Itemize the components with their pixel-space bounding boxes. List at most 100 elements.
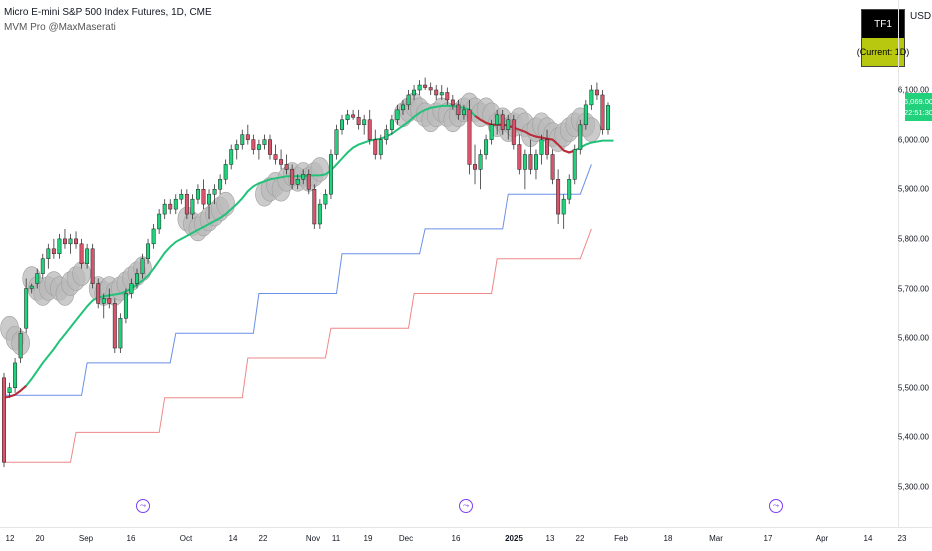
candle-body <box>168 203 173 210</box>
last-price-tag: 6,069.00 22:51:30 <box>903 93 932 121</box>
price-axis[interactable]: 6,100.00 6,000.00 5,900.00 5,800.00 5,700.00… <box>898 0 932 527</box>
price-tick: 5,900.00 <box>897 184 929 194</box>
candle-body <box>101 298 106 304</box>
candle-body <box>140 258 145 274</box>
candle-body <box>279 159 284 165</box>
candle-body <box>256 144 261 150</box>
candle-body <box>367 119 372 140</box>
time-tick: 18 <box>663 534 673 543</box>
bar-countdown: 22:51:30 <box>903 108 932 117</box>
candle-body <box>195 189 200 200</box>
candle-body <box>29 285 34 289</box>
candle-body <box>373 139 378 155</box>
candle-body <box>522 154 527 170</box>
candle-body <box>506 119 511 130</box>
price-tick: 6,000.00 <box>897 135 929 145</box>
candle-body <box>572 149 577 180</box>
candle-body <box>290 169 295 185</box>
time-tick: 13 <box>545 534 555 543</box>
candle-body <box>240 134 245 145</box>
candle-body <box>245 134 250 140</box>
candle-body <box>567 179 572 200</box>
candle-body <box>157 213 162 230</box>
time-tick: 12 <box>5 534 15 543</box>
price-tick: 5,500.00 <box>897 383 929 393</box>
time-tick: 11 <box>331 534 341 543</box>
candle-body <box>184 193 189 215</box>
time-tick: 20 <box>35 534 45 543</box>
candle-body <box>323 193 328 205</box>
candle-body <box>467 109 472 165</box>
time-tick: 16 <box>451 534 461 543</box>
time-tick: Apr <box>815 534 829 543</box>
candle-body <box>79 243 84 264</box>
chart-legend: Micro E-mini S&P 500 Index Futures, 1D, … <box>4 7 212 34</box>
candle-body <box>207 193 211 205</box>
candle-body <box>129 283 134 294</box>
candle-body <box>35 273 40 284</box>
trend-line-bear <box>3 385 27 399</box>
candle-body <box>96 283 101 304</box>
candle-body <box>583 104 588 125</box>
time-tick: 22 <box>258 534 268 543</box>
candle-body <box>578 124 583 150</box>
candle-body <box>24 288 29 329</box>
symbol-title[interactable]: Micro E-mini S&P 500 Index Futures, 1D, … <box>4 7 212 18</box>
candle-body <box>594 89 599 96</box>
candle-body <box>118 318 123 349</box>
candle-body <box>461 109 466 116</box>
candle-body <box>273 154 278 160</box>
time-tick: 22 <box>575 534 585 543</box>
candle-body <box>362 119 367 125</box>
candle-body <box>51 248 56 255</box>
dividend-icon[interactable]: ⤳ <box>459 499 473 513</box>
candle-body <box>412 89 417 96</box>
candle-body <box>190 198 195 215</box>
candle-body <box>550 154 555 180</box>
time-tick: 23 <box>897 534 907 543</box>
candle-body <box>306 174 311 190</box>
volume-bubble <box>310 157 330 182</box>
candle-body <box>162 203 167 215</box>
time-tick: Sep <box>78 534 94 543</box>
candle-body <box>428 87 433 91</box>
dividend-icon[interactable]: ⤳ <box>769 499 783 513</box>
candle-body <box>135 273 139 284</box>
time-axis[interactable]: 12 20 Sep 16 Oct 14 22 Nov 11 19 Dec 16 2025 13 22 Feb 1… <box>0 527 932 551</box>
candle-body <box>7 387 12 393</box>
candle-body <box>317 203 322 225</box>
candle-body <box>340 119 344 130</box>
candle-body <box>173 198 178 210</box>
candle-body <box>600 94 605 130</box>
candle-body <box>417 84 422 91</box>
candle-body <box>545 139 550 155</box>
candle-body <box>85 248 90 264</box>
candle-body <box>589 89 594 106</box>
candle-body <box>489 124 494 140</box>
candle-body <box>395 109 400 121</box>
last-price: 6,069.00 <box>903 97 932 106</box>
candle-body <box>68 238 73 245</box>
candle-body <box>74 238 79 245</box>
dividend-icon[interactable]: ⤳ <box>136 499 150 513</box>
red-step-line <box>4 228 592 463</box>
candle-body <box>533 154 538 170</box>
currency-label[interactable]: USD <box>910 11 932 22</box>
candle-body <box>262 139 267 145</box>
candle-body <box>151 228 156 245</box>
candle-body <box>511 119 516 145</box>
indicator-title[interactable]: MVM Pro @MaxMaserati <box>4 22 116 33</box>
time-tick: 14 <box>228 534 238 543</box>
candle-body <box>62 238 67 245</box>
time-tick: 19 <box>363 534 373 543</box>
time-tick: Feb <box>614 534 628 543</box>
candle-body <box>201 189 206 205</box>
candle-body <box>484 139 489 155</box>
candle-body <box>334 129 339 155</box>
candle-body <box>561 198 566 215</box>
candle-body <box>146 243 151 259</box>
candle-body <box>90 248 95 284</box>
price-tick: 5,400.00 <box>897 432 929 442</box>
trend-line <box>3 104 614 399</box>
